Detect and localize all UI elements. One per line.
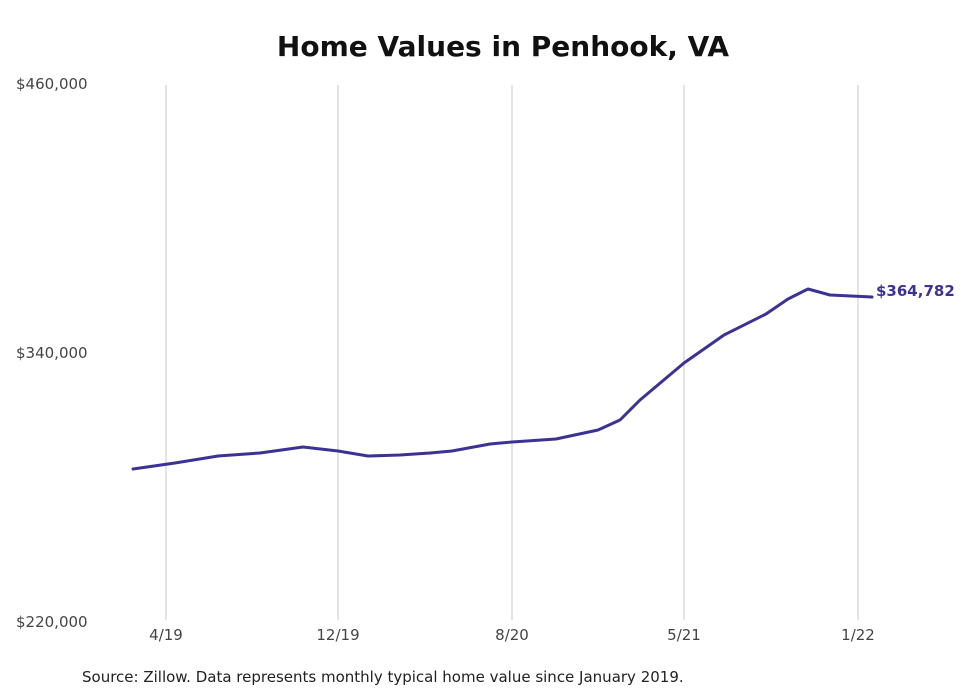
y-tick-label-max: $460,000: [16, 75, 88, 93]
x-tick-label: 1/22: [841, 626, 875, 644]
x-tick-label: 5/21: [667, 626, 701, 644]
home-value-line: [131, 287, 874, 471]
y-tick-label-min: $220,000: [16, 613, 88, 631]
x-tick-label: 8/20: [495, 626, 529, 644]
x-tick-label: 12/19: [316, 626, 360, 644]
chart-title: Home Values in Penhook, VA: [276, 30, 730, 63]
y-tick-label-mid: $340,000: [16, 344, 88, 362]
source-note: Source: Zillow. Data represents monthly …: [82, 668, 684, 686]
latest-value-annotation: $364,782: [876, 282, 955, 300]
x-tick-label: 4/19: [149, 626, 183, 644]
grid-lines: [165, 85, 859, 620]
